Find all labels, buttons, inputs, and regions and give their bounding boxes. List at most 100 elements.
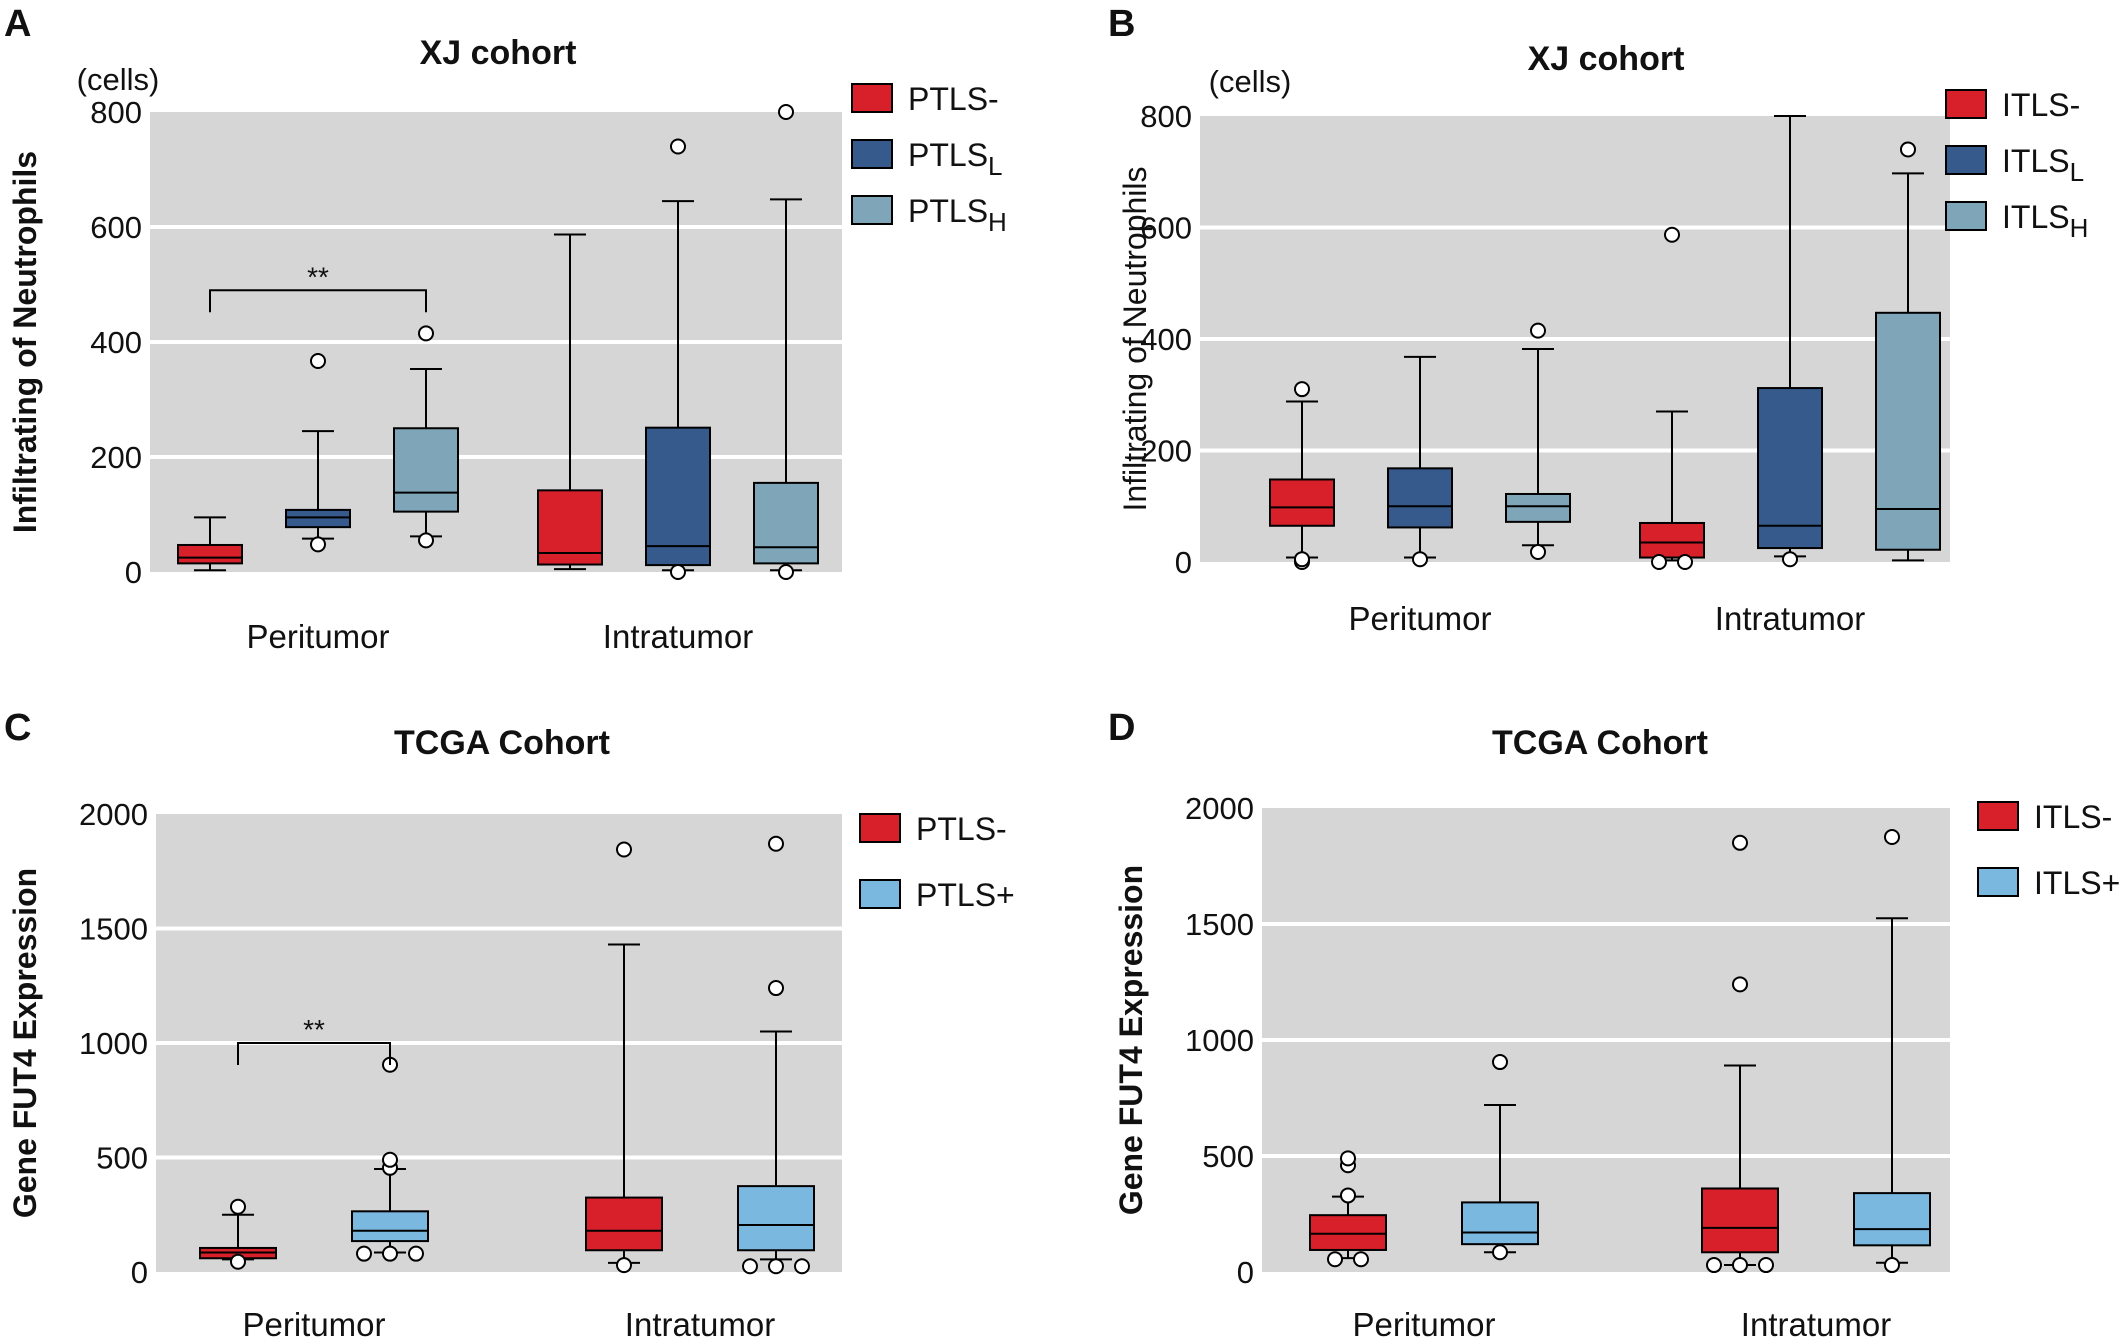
outlier-point <box>310 536 326 553</box>
outlier-point <box>1530 543 1546 560</box>
legend-swatch <box>851 195 893 225</box>
category-label: Intratumor <box>1715 600 1865 637</box>
outlier-point <box>1340 1187 1356 1204</box>
legend-swatch <box>851 139 893 169</box>
outlier-point <box>1706 1257 1722 1274</box>
box-1-2 <box>753 104 819 580</box>
outlier-point <box>1884 1257 1900 1274</box>
outlier-point <box>1884 829 1900 845</box>
box-0-2 <box>393 325 459 549</box>
outlier-point <box>1732 1257 1748 1274</box>
box-0-1 <box>285 352 351 553</box>
legend-item: PTLS- <box>859 811 1007 847</box>
y-unit-label: (cells) <box>77 62 160 97</box>
outlier-point <box>1340 1150 1356 1167</box>
outlier-point <box>794 1258 810 1275</box>
box-0-0 <box>1269 381 1335 570</box>
box-1-0 <box>1639 226 1705 570</box>
box-body <box>1875 311 1941 551</box>
legend-swatch <box>1945 201 1987 231</box>
legend-label-suffix: - <box>996 811 1007 847</box>
significance-label: ** <box>307 261 329 292</box>
outlier-point <box>230 1253 246 1270</box>
legend-label-suffix: - <box>2102 799 2113 835</box>
y-tick-label: 1500 <box>79 912 148 947</box>
y-tick-label: 800 <box>1140 99 1192 134</box>
box-0-2 <box>1505 322 1571 560</box>
outlier-point <box>418 532 434 549</box>
box-0-0 <box>199 1198 277 1270</box>
category-label: Intratumor <box>1741 1306 1891 1340</box>
y-tick-label: 400 <box>90 325 142 360</box>
panel-b-letter: B <box>1108 3 1135 45</box>
outlier-point <box>408 1245 424 1262</box>
panel-a: A 0 200 400 600 800 XJ cohort (cells) Infiltrat… <box>4 3 1007 655</box>
box-body <box>1461 1201 1539 1246</box>
box-body <box>1387 467 1453 529</box>
chart-title: XJ cohort <box>420 34 577 72</box>
outlier-point <box>1412 551 1428 568</box>
y-tick-label: 500 <box>96 1141 148 1176</box>
significance-bracket <box>237 1042 391 1065</box>
outlier-point <box>768 980 784 997</box>
category-label: Peritumor <box>1348 600 1491 637</box>
legend-item: ITLS+ <box>1977 865 2120 901</box>
outlier-point <box>1900 141 1916 158</box>
category-label: Peritumor <box>246 618 389 655</box>
legend-label-suffix: H <box>988 207 1007 237</box>
panel-d: D 0 500 1000 1500 2000 TCGA Cohort Gene FUT4 E… <box>1108 707 2120 1340</box>
outlier-point <box>1732 834 1748 851</box>
box-0-0 <box>177 516 243 572</box>
legend-item: PTLS- <box>851 81 999 117</box>
panel-c-letter: C <box>4 707 31 749</box>
legend-label: PTLS- <box>916 811 1007 847</box>
box-body <box>177 543 243 565</box>
legend-swatch <box>859 813 901 843</box>
outlier-point <box>230 1198 246 1215</box>
legend-label-suffix: L <box>2070 157 2084 187</box>
outlier-point <box>778 104 794 120</box>
outlier-point <box>1732 976 1748 993</box>
y-tick-label: 800 <box>90 95 142 130</box>
y-tick-label: 1000 <box>1185 1023 1254 1058</box>
box-body <box>1309 1214 1387 1251</box>
legend-label: PTLS+ <box>916 877 1015 913</box>
y-tick-label: 2000 <box>1185 791 1254 826</box>
legend-item: PTLSL <box>851 137 1003 181</box>
legend-label-suffix: H <box>2070 213 2089 243</box>
outlier-point <box>1758 1257 1774 1274</box>
chart-title: XJ cohort <box>1528 40 1685 78</box>
legend-item: ITLS- <box>1945 87 2080 123</box>
legend-label-suffix: L <box>988 151 1002 181</box>
legend-label: PTLSH <box>908 193 1007 237</box>
box-body <box>1701 1187 1779 1254</box>
legend-label-suffix: - <box>988 81 999 117</box>
outlier-point <box>1651 554 1667 570</box>
box-body <box>737 1185 815 1252</box>
box-1-0 <box>1701 834 1779 1274</box>
outlier-point <box>1677 554 1693 570</box>
outlier-point <box>616 841 632 858</box>
significance-label: ** <box>303 1014 325 1045</box>
box-1-1 <box>1757 115 1823 568</box>
box-body <box>1757 387 1823 550</box>
legend-label: ITLS- <box>2034 799 2112 835</box>
box-0-1 <box>1387 355 1453 568</box>
box-body <box>645 426 711 567</box>
panel-d-letter: D <box>1108 707 1135 749</box>
box-1-1 <box>1853 829 1931 1274</box>
box-1-2 <box>1875 141 1941 562</box>
panel-c: C 0 500 1000 1500 2000 TCGA Cohort Gene FUT4 E… <box>4 707 1015 1340</box>
outlier-point <box>742 1258 758 1275</box>
y-tick-label: 0 <box>125 555 142 590</box>
box-0-0 <box>1309 1150 1387 1268</box>
legend-label: ITLSL <box>2002 143 2084 187</box>
outlier-point <box>768 1258 784 1275</box>
box-body <box>1505 492 1571 523</box>
panel-a-letter: A <box>4 3 31 45</box>
box-body <box>1269 478 1335 527</box>
outlier-point <box>768 835 784 852</box>
y-axis-label: Infiltrating of Neutrophils <box>1117 166 1153 511</box>
y-tick-label: 200 <box>90 440 142 475</box>
outlier-point <box>356 1245 372 1262</box>
